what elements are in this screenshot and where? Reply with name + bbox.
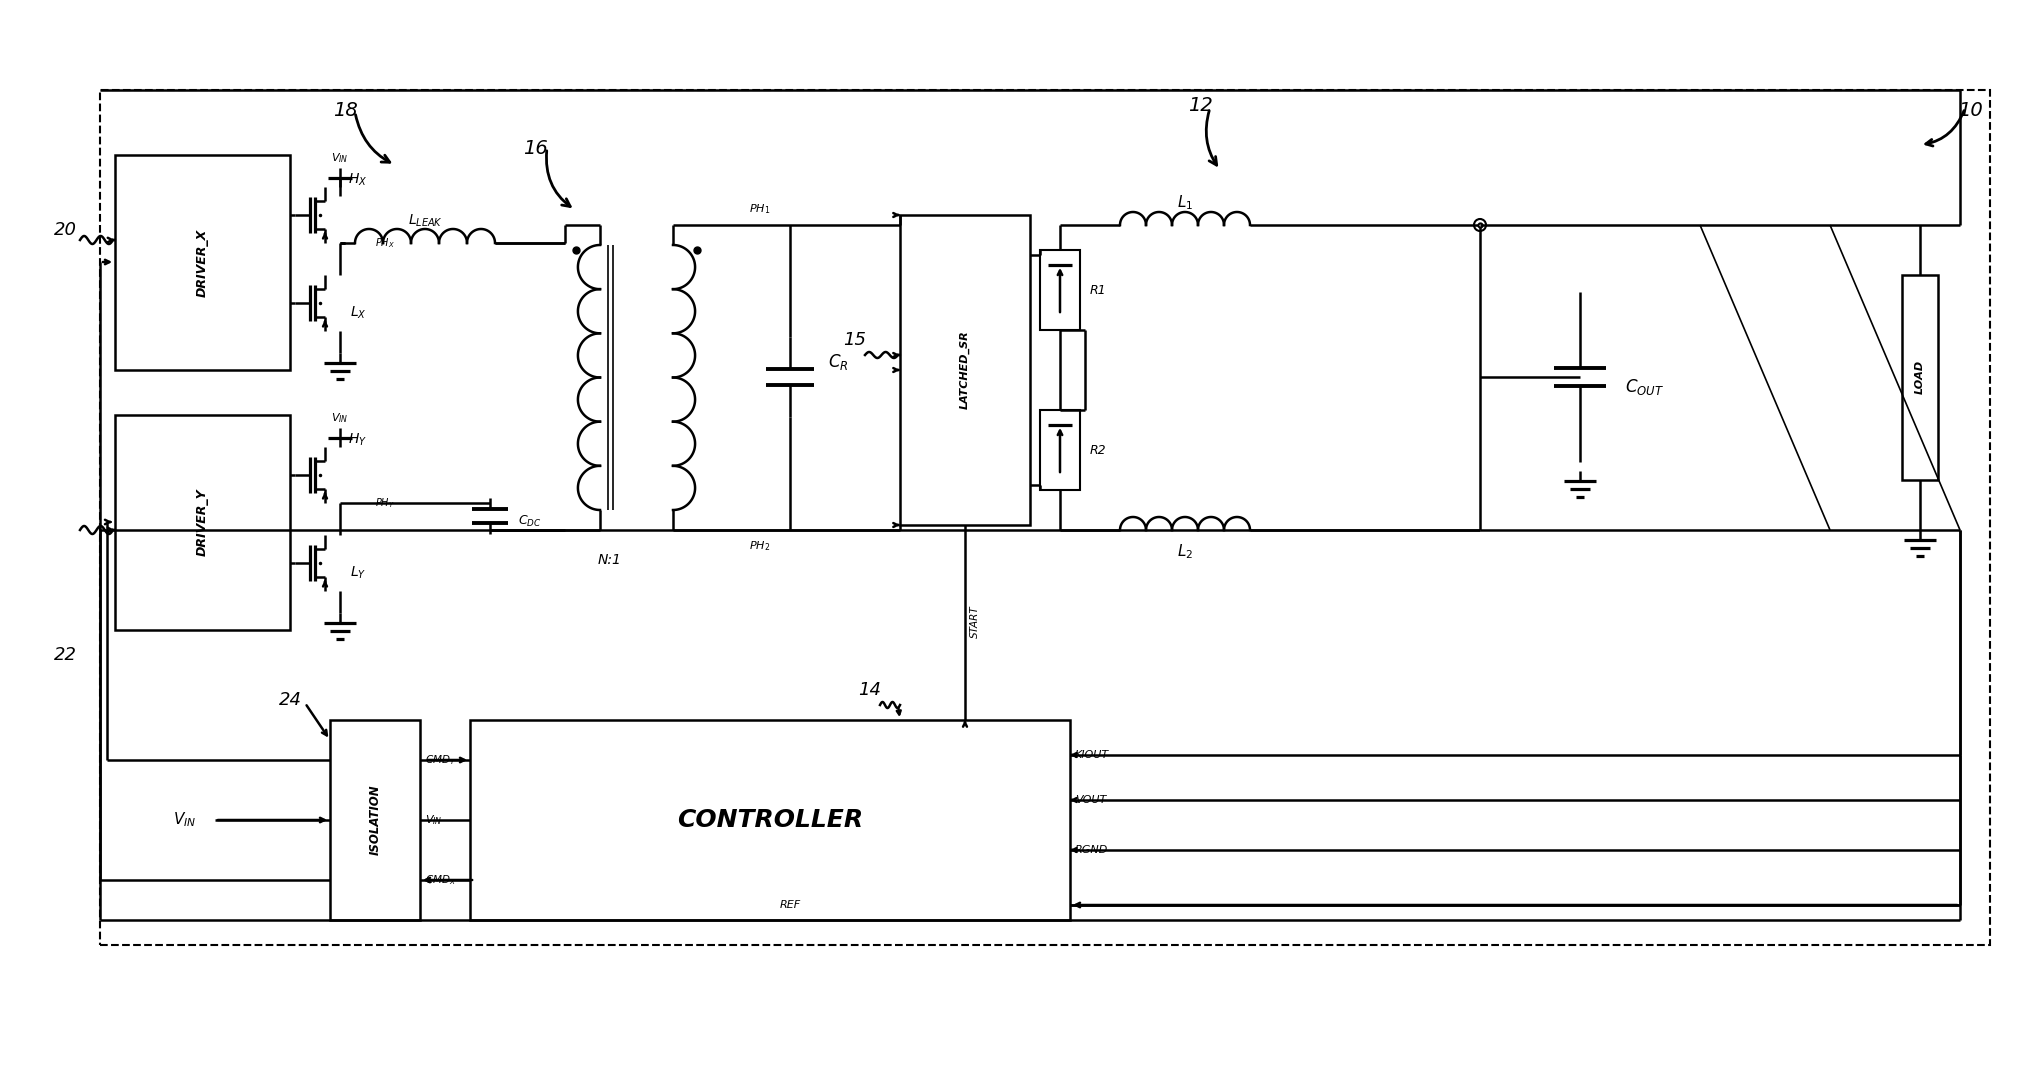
Bar: [116, 415, 291, 630]
Text: LOAD: LOAD: [1915, 360, 1925, 394]
Bar: [470, 720, 1070, 920]
Bar: [1040, 410, 1081, 490]
Text: 18: 18: [332, 100, 358, 120]
Text: N:1: N:1: [598, 553, 623, 567]
Text: VOUT: VOUT: [1074, 795, 1107, 805]
Text: 16: 16: [523, 139, 547, 157]
Bar: [1040, 250, 1081, 329]
Text: 20: 20: [53, 221, 77, 239]
Text: START: START: [971, 606, 981, 638]
Text: DRIVER_X: DRIVER_X: [195, 228, 210, 297]
Text: RGND: RGND: [1074, 846, 1109, 855]
Text: $PH_2$: $PH_2$: [749, 539, 771, 553]
Text: $CMD_Y$: $CMD_Y$: [425, 753, 456, 767]
Text: REF: REF: [779, 900, 802, 910]
Text: $L_X$: $L_X$: [350, 304, 366, 321]
Text: $C_{DC}$: $C_{DC}$: [519, 514, 541, 528]
Text: R2: R2: [1091, 444, 1107, 456]
Text: $L_{LEAK}$: $L_{LEAK}$: [407, 213, 442, 229]
Text: $V_{IN}$: $V_{IN}$: [425, 813, 442, 827]
Text: $V_{IN}$: $V_{IN}$: [173, 811, 197, 829]
Text: $PH_X$: $PH_X$: [374, 236, 395, 250]
Text: 10: 10: [1958, 100, 1982, 120]
Text: 14: 14: [859, 681, 881, 699]
Text: $C_{OUT}$: $C_{OUT}$: [1626, 377, 1665, 397]
Text: $PH_1$: $PH_1$: [749, 202, 771, 216]
Text: R1: R1: [1091, 284, 1107, 297]
Bar: [899, 215, 1030, 525]
Text: $H_X$: $H_X$: [348, 171, 368, 189]
Bar: [330, 720, 419, 920]
Text: ISOLATION: ISOLATION: [368, 784, 381, 855]
Text: $PH_Y$: $PH_Y$: [374, 496, 395, 509]
Text: $V_{IN}$: $V_{IN}$: [332, 151, 348, 165]
Text: $C_R$: $C_R$: [828, 352, 849, 372]
Text: $H_Y$: $H_Y$: [348, 432, 368, 448]
Text: $CMD_X$: $CMD_X$: [425, 873, 456, 887]
Text: 24: 24: [279, 691, 301, 709]
Text: 12: 12: [1188, 96, 1213, 115]
Text: $V_{IN}$: $V_{IN}$: [332, 411, 348, 424]
Text: LATCHED_SR: LATCHED_SR: [961, 331, 971, 409]
Text: DRIVER_Y: DRIVER_Y: [195, 489, 210, 556]
Text: 22: 22: [53, 646, 77, 664]
Bar: [1903, 275, 1937, 480]
Bar: [116, 155, 291, 370]
Text: $L_1$: $L_1$: [1176, 193, 1193, 213]
Text: $L_2$: $L_2$: [1176, 542, 1193, 562]
Text: 15: 15: [842, 331, 867, 349]
Text: CONTROLLER: CONTROLLER: [678, 808, 863, 832]
Text: $L_Y$: $L_Y$: [350, 565, 366, 582]
Text: KIOUT: KIOUT: [1074, 750, 1109, 760]
Bar: [100, 89, 1990, 945]
